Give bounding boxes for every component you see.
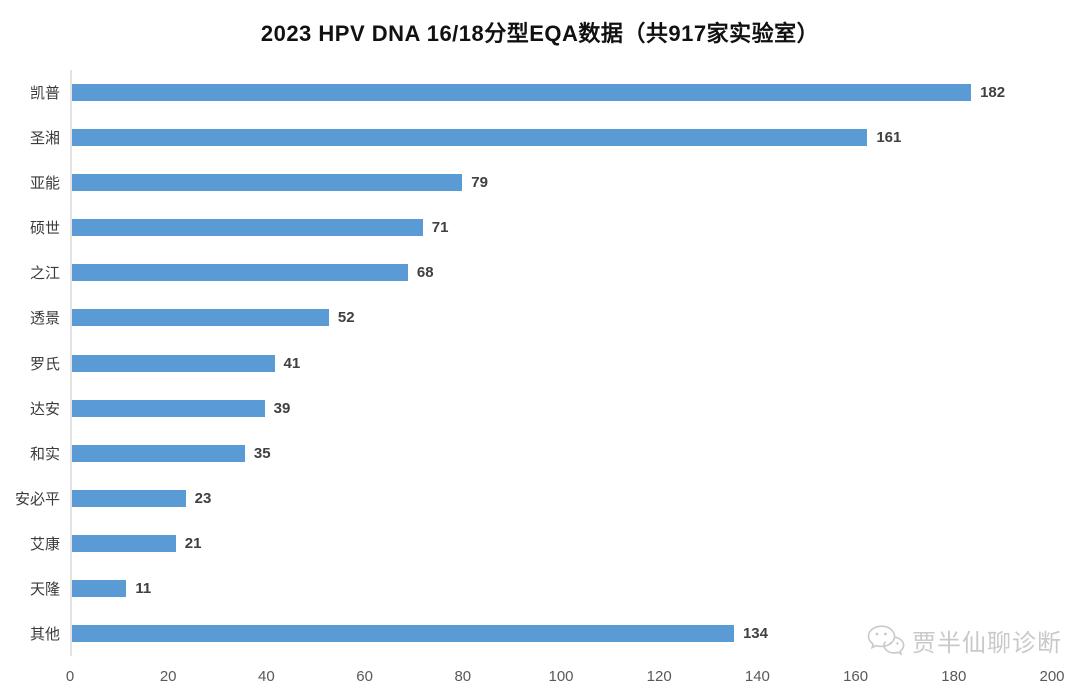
bar-row: 11 [72, 566, 1060, 611]
watermark: 贾半仙聊诊断 [866, 623, 1062, 658]
category-label: 和实 [29, 445, 60, 463]
chart-title: 2023 HPV DNA 16/18分型EQA数据（共917家实验室） [260, 21, 820, 46]
value-label: 35 [253, 444, 271, 462]
value-label: 23 [194, 489, 212, 507]
value-label: 79 [471, 174, 488, 192]
value-label: 41 [283, 354, 301, 372]
bar [72, 84, 972, 102]
value-label: 68 [416, 264, 434, 282]
bar-row: 71 [72, 205, 1060, 250]
watermark-text: 贾半仙聊诊断 [912, 630, 1062, 657]
bar [72, 579, 127, 597]
bar-row: 52 [72, 295, 1060, 340]
bar-row: 134 [72, 611, 1060, 656]
bar [72, 264, 408, 282]
category-label: 之江 [29, 265, 60, 283]
bar [72, 309, 329, 327]
x-tick-label: 160 [843, 668, 869, 685]
y-axis-category-labels: 凯普圣湘亚能硕世之江透景罗氏达安和实安必平艾康天隆其他 [0, 70, 70, 656]
category-label: 硕世 [29, 220, 60, 238]
category-label: 艾康 [29, 535, 60, 553]
wechat-icon [866, 624, 906, 658]
category-label: 安必平 [14, 490, 60, 508]
x-tick-label: 20 [159, 668, 177, 685]
category-label: 罗氏 [29, 355, 60, 373]
value-label: 39 [273, 399, 291, 417]
category-label: 达安 [29, 400, 60, 418]
bar-row: 182 [72, 70, 1060, 115]
value-label: 182 [980, 84, 1006, 102]
value-label: 71 [431, 219, 449, 237]
x-tick-label: 140 [744, 668, 770, 685]
bar-row: 23 [72, 476, 1060, 521]
category-label: 其他 [29, 625, 60, 643]
bar-row: 35 [72, 431, 1060, 476]
bar-row: 39 [72, 386, 1060, 431]
category-label: 圣湘 [29, 130, 60, 148]
bar [72, 174, 463, 192]
category-label: 亚能 [29, 175, 60, 193]
bar [72, 399, 265, 417]
value-label: 161 [876, 129, 902, 147]
x-tick-label: 80 [454, 668, 472, 685]
bar [72, 534, 176, 552]
bar [72, 624, 734, 642]
x-tick-label: 200 [1039, 668, 1065, 685]
value-label: 52 [337, 309, 355, 327]
x-tick-label: 180 [941, 668, 967, 685]
bar [72, 354, 275, 372]
category-label: 凯普 [29, 85, 60, 103]
bar-row: 21 [72, 521, 1060, 566]
bar-row: 68 [72, 250, 1060, 295]
plot-area: 凯普圣湘亚能硕世之江透景罗氏达安和实安必平艾康天隆其他 182 161 79 71 68… [0, 70, 1060, 656]
bars-container: 182 161 79 71 68 52 41 39 35 23 21 11 134 [70, 70, 1060, 656]
value-label: 134 [742, 624, 768, 642]
x-tick-label: 40 [258, 668, 275, 685]
category-label: 透景 [29, 310, 60, 328]
x-tick-label: 60 [356, 668, 373, 685]
value-label: 11 [135, 579, 152, 597]
x-tick-label: 0 [65, 668, 75, 685]
x-axis: 0 20 40 60 80 100 120 140 160 180 200 [66, 664, 1065, 690]
x-tick-label: 120 [646, 668, 672, 685]
value-label: 21 [184, 534, 202, 552]
bar [72, 489, 186, 507]
bar-row: 41 [72, 340, 1060, 385]
bar [72, 219, 423, 237]
bar-row: 79 [72, 160, 1060, 205]
category-label: 天隆 [29, 580, 60, 598]
bar [72, 444, 245, 462]
bar-row: 161 [72, 115, 1060, 160]
bar [72, 129, 868, 147]
x-tick-label: 100 [548, 668, 574, 685]
